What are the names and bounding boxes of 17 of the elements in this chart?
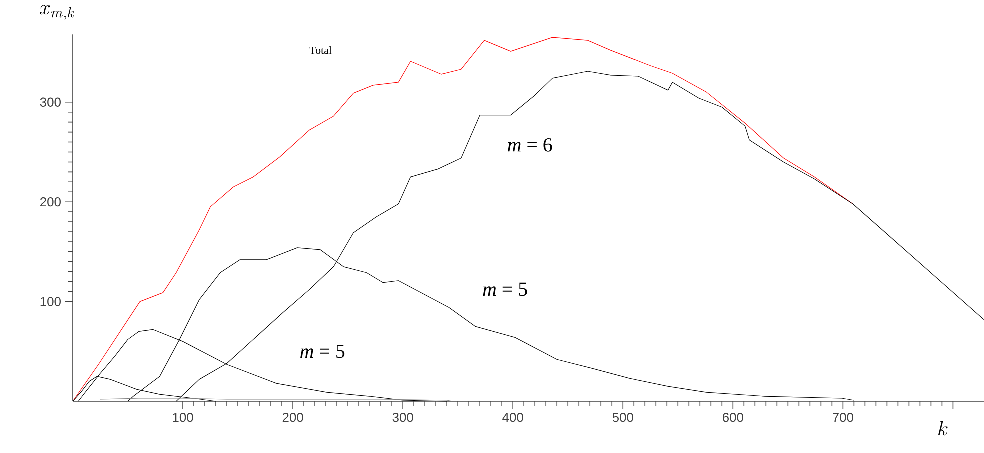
series-label: m = 5 bbox=[483, 282, 528, 296]
annotation: Total bbox=[310, 46, 332, 54]
x-axis-title: $k$ bbox=[938, 421, 948, 436]
x-tick-label: 700 bbox=[833, 413, 854, 422]
y-tick-label: 300 bbox=[40, 98, 61, 107]
line-series bbox=[72, 37, 854, 402]
x-tick-label: 500 bbox=[612, 413, 634, 422]
x-tick-label: 300 bbox=[392, 413, 414, 422]
series-label: m = 6 bbox=[508, 138, 552, 152]
y-tick-label: 100 bbox=[40, 297, 61, 306]
y-axis-title: $x_{m,k}$ bbox=[40, 5, 74, 20]
x-tick-label: 200 bbox=[282, 413, 304, 422]
x-tick-label: 100 bbox=[173, 413, 194, 422]
x-tick-label: 400 bbox=[502, 413, 524, 422]
y-tick-label: 200 bbox=[40, 198, 61, 207]
x-tick-label: 600 bbox=[723, 413, 744, 422]
annotation: m = 5 bbox=[300, 344, 345, 358]
